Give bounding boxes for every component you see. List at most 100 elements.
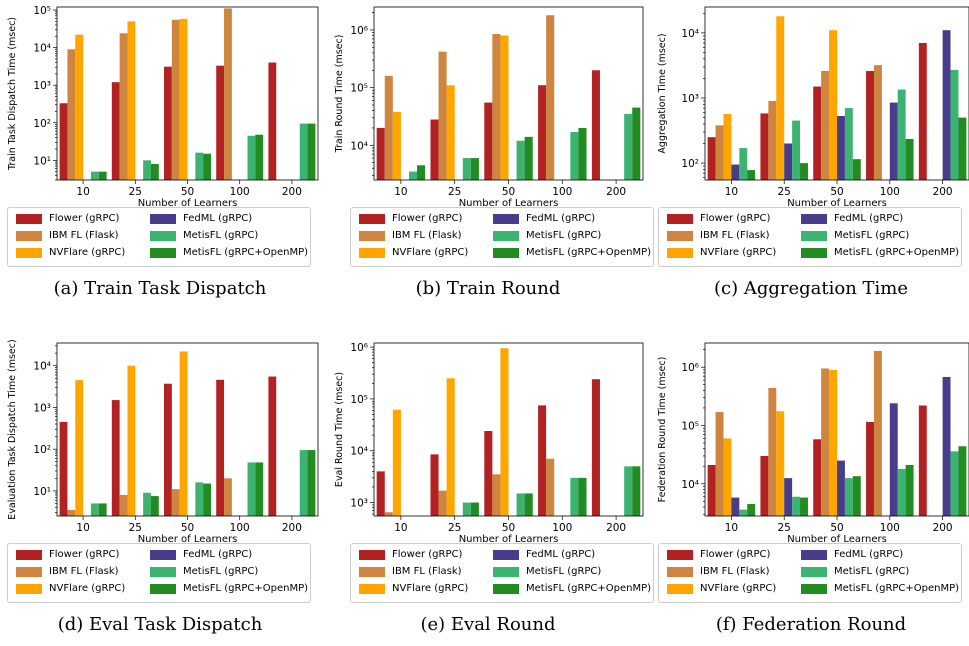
x-tick-label: 50 bbox=[830, 186, 843, 198]
y-tick-label: 10⁶ bbox=[681, 362, 699, 374]
legend-label: MetisFL (gRPC+OpenMP) bbox=[834, 247, 960, 258]
legend-swatch bbox=[493, 567, 519, 577]
bar bbox=[570, 477, 579, 516]
bar bbox=[179, 351, 188, 516]
panel-train-task-dispatch: 10¹ 10² 10³ 10⁴ 10⁵ 10 25 50 100 200 Number of Lea… bbox=[0, 0, 320, 310]
legend-swatch bbox=[16, 550, 42, 560]
y-tick-label: 10¹ bbox=[33, 486, 51, 498]
bar bbox=[918, 405, 927, 516]
legend-label: NVFlare (gRPC) bbox=[700, 583, 777, 594]
bar bbox=[776, 16, 785, 180]
x-tick-label: 100 bbox=[552, 186, 572, 198]
panel-caption: (f) Federation Round bbox=[715, 614, 907, 635]
bar bbox=[111, 82, 120, 180]
legend-label: MetisFL (gRPC+OpenMP) bbox=[526, 583, 652, 594]
bar bbox=[821, 368, 830, 516]
bar bbox=[800, 163, 808, 180]
x-tick-label: 10 bbox=[725, 522, 738, 534]
bar bbox=[538, 405, 547, 516]
y-axis-label: Aggregation Time (msec) bbox=[657, 33, 668, 153]
bar bbox=[90, 171, 99, 180]
bar bbox=[446, 378, 455, 516]
bar bbox=[171, 489, 180, 516]
bar bbox=[632, 107, 641, 180]
legend-swatch bbox=[16, 214, 42, 224]
bar bbox=[624, 466, 633, 516]
x-tick-label: 10 bbox=[76, 186, 89, 198]
legend-label: FedML (gRPC) bbox=[526, 213, 596, 224]
bar bbox=[578, 127, 587, 180]
y-tick-label: 10⁶ bbox=[350, 342, 368, 354]
bar bbox=[67, 509, 76, 516]
bar bbox=[417, 165, 426, 180]
bar bbox=[430, 454, 439, 516]
x-tick-label: 50 bbox=[502, 522, 515, 534]
legend-swatch bbox=[16, 567, 42, 577]
bar bbox=[255, 134, 264, 180]
legend-label: IBM FL (Flask) bbox=[392, 566, 462, 577]
legend-swatch bbox=[493, 214, 519, 224]
legend-swatch bbox=[359, 214, 385, 224]
bar bbox=[829, 30, 837, 181]
bar bbox=[430, 119, 439, 180]
legend-label: FedML (gRPC) bbox=[183, 213, 253, 224]
bar bbox=[707, 464, 716, 516]
x-axis-label: Number of Learners bbox=[459, 198, 559, 209]
y-tick-label: 10⁴ bbox=[33, 43, 51, 55]
bar bbox=[739, 148, 748, 180]
bar bbox=[408, 171, 418, 180]
bar bbox=[376, 471, 385, 516]
bar bbox=[852, 159, 861, 180]
bar bbox=[164, 383, 172, 516]
bar bbox=[715, 412, 724, 516]
legend-swatch bbox=[801, 567, 827, 577]
bar bbox=[75, 380, 84, 516]
x-axis-label: Number of Learners bbox=[787, 534, 887, 545]
legend-label: IBM FL (Flask) bbox=[392, 230, 462, 241]
legend: Flower (gRPC) IBM FL (Flask) NVFlare (gRPC… bbox=[658, 207, 962, 267]
bar bbox=[570, 131, 579, 180]
y-tick-label: 10² bbox=[33, 444, 51, 456]
bar bbox=[516, 493, 525, 516]
legend-label: MetisFL (gRPC) bbox=[526, 566, 602, 577]
bar bbox=[546, 458, 555, 516]
chart-svg: 10¹ 10² 10³ 10⁴ 10⁵ 10 25 50 100 200 Number of Lea… bbox=[7, 5, 319, 209]
legend-swatch bbox=[150, 231, 176, 241]
bar bbox=[268, 62, 277, 180]
x-tick-label: 200 bbox=[933, 186, 953, 198]
bar bbox=[844, 478, 853, 516]
bar bbox=[127, 365, 136, 516]
bar bbox=[813, 86, 822, 180]
bar bbox=[897, 89, 906, 180]
bar bbox=[119, 494, 128, 516]
bar bbox=[591, 70, 600, 180]
legend-label: MetisFL (gRPC) bbox=[526, 230, 602, 241]
bar bbox=[760, 455, 769, 516]
x-tick-label: 100 bbox=[880, 522, 900, 534]
bar bbox=[143, 160, 151, 180]
bar bbox=[119, 33, 128, 180]
legend-swatch bbox=[359, 231, 385, 241]
bar bbox=[837, 460, 845, 516]
legend-swatch bbox=[16, 248, 42, 258]
bar bbox=[299, 450, 308, 516]
bar bbox=[484, 431, 493, 516]
legend-label: FedML (gRPC) bbox=[834, 549, 904, 560]
legend-label: IBM FL (Flask) bbox=[49, 566, 119, 577]
legend-swatch bbox=[493, 248, 519, 258]
bar bbox=[958, 117, 967, 180]
legend-swatch bbox=[667, 248, 693, 258]
bar bbox=[942, 376, 951, 516]
bar bbox=[307, 450, 316, 516]
bar bbox=[462, 502, 471, 516]
y-tick-label: 10³ bbox=[33, 80, 51, 92]
bar bbox=[873, 350, 882, 516]
bar bbox=[844, 108, 853, 180]
legend-label: NVFlare (gRPC) bbox=[49, 247, 126, 258]
bar bbox=[707, 137, 716, 180]
x-tick-label: 25 bbox=[129, 522, 142, 534]
bar bbox=[768, 100, 777, 180]
x-axis-label: Number of Learners bbox=[138, 198, 238, 209]
bar bbox=[942, 30, 951, 181]
panel-caption: (c) Aggregation Time bbox=[713, 278, 909, 299]
